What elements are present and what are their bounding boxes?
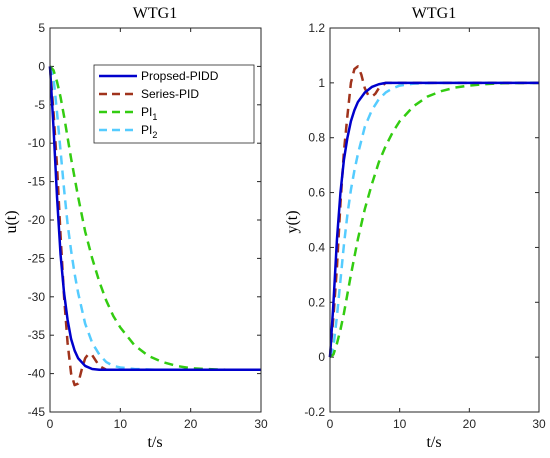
y-tick-label-y: 0.8 (308, 131, 325, 145)
x-tick-label-u: 30 (254, 417, 268, 431)
legend-entry-pi1: PI1 (99, 105, 157, 122)
series-line-series-pid-u (48, 66, 261, 387)
y-tick-label-y: -0.2 (304, 405, 325, 419)
y-tick-label-u: -20 (28, 213, 46, 227)
legend-label-pi1: PI1 (141, 105, 157, 122)
legend-label-pi1-sub: 1 (152, 112, 157, 122)
legend-entry-propsed-pidd: Propsed-PIDD (99, 69, 219, 83)
y-tick-label-u: -30 (28, 290, 46, 304)
legend-label-pi2-sub: 2 (152, 130, 157, 140)
series-line-pi1-u (49, 65, 261, 372)
y-tick-label-y: 0.2 (308, 295, 325, 309)
y-axis-label-u: u(t) (3, 210, 20, 233)
axes-box-y (329, 27, 540, 413)
series-line-series-pid-y (328, 65, 539, 358)
y-tick-label-u: -45 (28, 405, 46, 419)
legend-label-series-pid: Series-PID (141, 87, 199, 101)
y-tick-label-y: 0.6 (308, 186, 325, 200)
x-tick-label-y: 20 (463, 417, 477, 431)
y-tick-label-u: 0 (38, 59, 45, 73)
legend: Propsed-PIDD Series-PID PI1 PI2 (93, 64, 255, 144)
chart-title-y: WTG1 (412, 5, 456, 22)
y-tick-label-u: -15 (28, 175, 46, 189)
y-tick-label-u: 5 (38, 21, 45, 35)
legend-box (93, 64, 255, 144)
y-tick-label-y: 1.2 (308, 21, 325, 35)
legend-entry-pi2: PI2 (99, 123, 157, 140)
series-line-propsed-pidd-u (48, 66, 261, 372)
legend-label-pi2: PI2 (141, 123, 157, 140)
axes-box-u (49, 27, 262, 413)
x-tick-label-u: 0 (47, 417, 54, 431)
y-tick-label-u: -5 (34, 98, 45, 112)
y-tick-label-u: -40 (28, 367, 46, 381)
y-tick-label-y: 1 (318, 76, 325, 90)
series-line-pi1-y (329, 81, 540, 359)
series-line-propsed-pidd-y (328, 81, 539, 358)
x-axis-label-u: t/s (147, 434, 162, 451)
chart-title-u: WTG1 (133, 5, 177, 22)
chart-panel-y: WTG1 t/s y(t) 0 10 20 301.210.80.60.40.20-0… (284, 5, 546, 451)
x-tick-label-u: 20 (184, 417, 198, 431)
x-tick-label-y: 0 (327, 417, 334, 431)
y-axis-label-y: y(t) (284, 210, 301, 233)
chart-panel-u: WTG1 t/s u(t) 0 10 20 30 5 0 -5 -10 -15 -20 -25 -30… (3, 5, 268, 451)
y-tick-label-u: -35 (28, 328, 46, 342)
x-tick-label-y: 10 (393, 417, 407, 431)
x-axis-label-y: t/s (426, 434, 441, 451)
y-tick-label-u: -10 (28, 136, 46, 150)
y-tick-label-y: 0.4 (308, 240, 325, 254)
legend-label-pi1-main: PI (141, 105, 152, 119)
x-tick-label-y: 30 (532, 417, 546, 431)
x-tick-label-u: 10 (114, 417, 128, 431)
legend-label-pi2-main: PI (141, 123, 152, 137)
y-tick-label-y: 0 (318, 350, 325, 364)
legend-entry-series-pid: Series-PID (99, 87, 199, 101)
legend-label-propsed-pidd: Propsed-PIDD (141, 69, 219, 83)
y-tick-label-u: -25 (28, 251, 46, 265)
